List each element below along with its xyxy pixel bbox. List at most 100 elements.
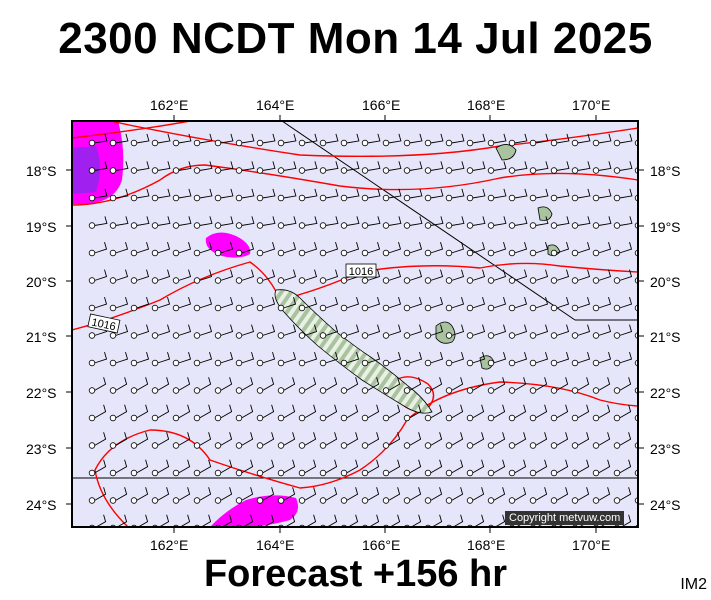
wind-barb <box>535 188 549 199</box>
wind-station-marker <box>256 359 264 367</box>
wind-station-marker <box>256 497 264 504</box>
wind-station-marker <box>613 332 621 339</box>
wind-barb <box>262 377 275 391</box>
wind-barb <box>157 161 171 171</box>
wind-barb <box>367 459 380 474</box>
wind-barb <box>641 515 652 528</box>
wind-station-marker <box>298 497 306 504</box>
wind-barb <box>199 324 213 336</box>
wind-station-marker <box>571 469 579 477</box>
wind-barb <box>284 514 296 527</box>
wind-station-marker <box>256 442 264 449</box>
wind-station-marker <box>403 469 411 477</box>
wind-barb <box>472 487 485 501</box>
wind-barb <box>514 351 528 364</box>
wind-barb <box>158 514 170 527</box>
wind-barb <box>199 432 212 446</box>
wind-station-marker <box>361 359 369 367</box>
wind-barb <box>388 216 402 226</box>
wind-barb <box>368 514 380 527</box>
wind-barb <box>94 296 108 309</box>
wind-barb <box>199 161 213 171</box>
wind-barb <box>241 487 254 501</box>
wind-station-marker <box>193 497 201 504</box>
wind-barb <box>409 324 423 336</box>
wind-barb <box>262 133 276 144</box>
wind-barb <box>472 133 486 144</box>
wind-barb <box>598 241 612 254</box>
wind-barb <box>451 459 464 474</box>
wind-station-marker <box>172 359 180 367</box>
wind-barb <box>325 241 339 254</box>
wind-station-marker <box>613 359 621 367</box>
wind-barb <box>619 241 633 254</box>
wind-station-marker <box>403 497 411 504</box>
wind-station-marker <box>445 304 453 312</box>
wind-station-marker <box>193 414 201 422</box>
wind-barb <box>325 188 339 199</box>
wind-barb <box>451 269 465 281</box>
wind-barb <box>514 296 528 309</box>
wind-barb <box>283 351 297 364</box>
wind-barb <box>409 241 423 254</box>
wind-barb <box>619 487 632 501</box>
wind-station-marker <box>466 304 474 312</box>
wind-station-marker <box>340 359 348 367</box>
wind-barb <box>241 432 254 446</box>
wind-barb <box>325 459 338 474</box>
wind-station-marker <box>130 497 138 504</box>
wind-station-marker <box>613 497 621 504</box>
wind-barb <box>514 241 528 254</box>
wind-station-marker <box>382 194 390 202</box>
wind-barb <box>283 269 297 281</box>
wind-station-marker <box>361 387 369 394</box>
wind-station-marker <box>508 387 516 394</box>
wind-barb <box>430 324 444 336</box>
wind-barb <box>535 432 548 446</box>
wind-station-marker <box>319 387 327 394</box>
wind-station-marker <box>382 304 390 312</box>
wind-station-marker <box>466 277 474 284</box>
wind-barb <box>94 241 108 254</box>
wind-station-marker <box>172 442 180 449</box>
wind-station-marker <box>361 249 369 257</box>
wind-barb <box>556 487 569 501</box>
wind-barb <box>451 404 464 419</box>
wind-station-marker <box>172 167 180 174</box>
wind-barb <box>451 296 465 309</box>
wind-barb <box>388 459 401 474</box>
wind-barb <box>409 296 423 309</box>
wind-station-marker <box>592 194 600 202</box>
wind-barb <box>472 432 485 446</box>
wind-barb <box>577 188 591 199</box>
wind-station-marker <box>487 249 495 257</box>
wind-station-marker <box>487 167 495 174</box>
wind-barb <box>136 188 150 199</box>
wind-station-marker <box>151 277 159 284</box>
wind-station-marker <box>151 442 159 449</box>
wind-station-marker <box>151 222 159 229</box>
wind-barb <box>136 351 150 364</box>
wind-station-marker <box>235 332 243 339</box>
wind-station-marker <box>319 304 327 312</box>
wind-station-marker <box>613 167 621 174</box>
wind-station-marker <box>592 414 600 422</box>
wind-barb <box>325 404 338 419</box>
wind-barb <box>452 514 464 527</box>
isobar <box>94 419 408 527</box>
wind-station-marker <box>424 414 432 422</box>
wind-barb <box>556 216 570 226</box>
wind-barb <box>367 188 381 199</box>
wind-station-marker <box>88 194 96 202</box>
wind-barb <box>304 241 318 254</box>
wind-barb <box>619 188 633 199</box>
wind-station-marker <box>613 249 621 257</box>
wind-station-marker <box>445 139 453 147</box>
wind-barb <box>451 324 465 336</box>
wind-station-marker <box>214 387 222 394</box>
wind-station-marker <box>613 414 621 422</box>
wind-station-marker <box>592 387 600 394</box>
wind-station-marker <box>109 222 117 229</box>
wind-station-marker <box>130 387 138 394</box>
wind-station-marker <box>529 332 537 339</box>
